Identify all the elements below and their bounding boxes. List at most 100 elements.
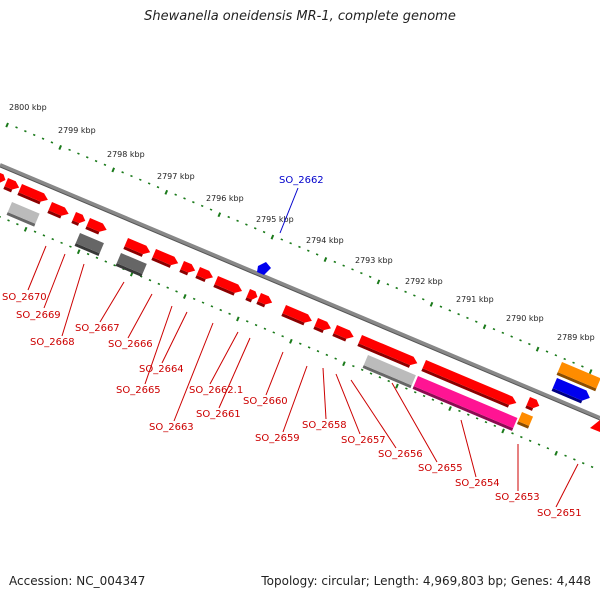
minor-tick [209, 208, 213, 211]
minor-tick [325, 353, 329, 357]
cds-feature-shadow [123, 246, 143, 257]
minor-tick [448, 309, 452, 312]
kbp-label: 2798 kbp [107, 150, 145, 159]
cds-feature [48, 202, 69, 216]
minor-tick [192, 200, 195, 204]
cds-feature [180, 261, 196, 273]
minor-tick [228, 312, 231, 315]
leader-line [279, 187, 299, 234]
cds-feature [257, 293, 273, 305]
cds-feature-shadow [332, 333, 347, 342]
major-tick [395, 383, 399, 389]
kbp-label: 2795 kbp [256, 215, 294, 224]
pink-feature [413, 376, 518, 429]
minor-tick [50, 141, 54, 144]
major-tick [323, 257, 328, 262]
kbp-label: 2799 kbp [58, 126, 96, 135]
major-tick [23, 226, 28, 232]
major-tick [164, 189, 169, 195]
gene-label: SO_2663 [149, 422, 194, 433]
minor-tick [510, 335, 513, 338]
minor-tick [511, 432, 514, 435]
minor-tick [563, 357, 567, 361]
major-tick [429, 301, 434, 307]
minor-tick [431, 398, 435, 401]
cds-feature [124, 238, 151, 255]
gene-label: SO_2667 [75, 323, 120, 334]
cds-feature-shadow [281, 313, 305, 326]
cds-feature-shadow [195, 275, 206, 282]
tick-marks [0, 122, 594, 469]
minor-tick [103, 163, 107, 166]
gene-label: SO_2651 [537, 508, 582, 519]
minor-tick [457, 313, 460, 316]
major-tick [5, 122, 9, 128]
minor-tick [201, 301, 205, 304]
minor-tick [493, 424, 497, 428]
cds-feature [333, 325, 354, 339]
cds-feature-shadow [179, 269, 189, 276]
minor-tick [68, 148, 71, 152]
kbp-label: 2794 kbp [306, 236, 344, 245]
leader-line [61, 263, 85, 337]
red-edge-feature [590, 420, 600, 432]
minor-tick [475, 417, 479, 420]
minor-tick [16, 223, 19, 226]
minor-tick [564, 454, 567, 457]
cds-feature [314, 318, 331, 331]
cds-feature-shadow [256, 301, 266, 308]
gene-label: SO_2653 [495, 492, 540, 503]
minor-tick [245, 320, 249, 323]
kbp-label: 2793 kbp [355, 256, 393, 265]
gene-label: SO_2658 [302, 420, 347, 431]
minor-tick [51, 237, 55, 241]
minor-tick [528, 342, 531, 346]
cds-feature [196, 267, 213, 280]
orange-feature-shadow [516, 421, 530, 429]
cds-feature [18, 184, 48, 202]
cds-feature [214, 276, 243, 293]
major-tick [588, 369, 593, 375]
minor-tick [85, 156, 89, 159]
major-tick [236, 316, 240, 322]
minor-tick [581, 462, 585, 465]
gene-label: SO_2666 [108, 339, 153, 350]
major-tick [501, 428, 505, 434]
orange-feature-shadow [556, 372, 597, 392]
gene-label: SO_2664 [139, 364, 184, 375]
cds-feature [358, 335, 418, 366]
minor-tick [413, 391, 417, 394]
minor-tick [281, 335, 284, 338]
major-tick [289, 338, 293, 344]
blue-arrow-feature [257, 262, 271, 275]
leader-line [209, 331, 239, 385]
leader-line [335, 373, 361, 435]
cds-feature-shadow [3, 186, 13, 193]
features [0, 172, 600, 432]
minor-tick [519, 339, 522, 342]
cds-feature-shadow [47, 210, 62, 219]
minor-tick [156, 186, 160, 189]
pseudo-gene-shadow [6, 212, 36, 227]
minor-tick [210, 305, 214, 308]
minor-tick [520, 435, 523, 439]
minor-tick [387, 379, 391, 383]
minor-tick [41, 137, 45, 140]
leader-line [161, 311, 188, 364]
minor-tick [148, 279, 152, 282]
minor-tick [474, 320, 478, 323]
orange-feature [518, 412, 534, 426]
minor-tick [200, 204, 204, 208]
minor-tick [253, 227, 257, 230]
minor-tick [404, 290, 407, 293]
minor-tick [351, 268, 354, 271]
minor-tick [263, 327, 267, 330]
minor-tick [60, 241, 63, 245]
rna-feature-shadow [115, 263, 143, 277]
minor-tick [15, 126, 18, 129]
cds-feature [422, 360, 517, 405]
gene-label: SO_2669 [16, 310, 61, 321]
pseudo-gene-shadow [362, 365, 412, 389]
minor-tick [386, 283, 390, 286]
